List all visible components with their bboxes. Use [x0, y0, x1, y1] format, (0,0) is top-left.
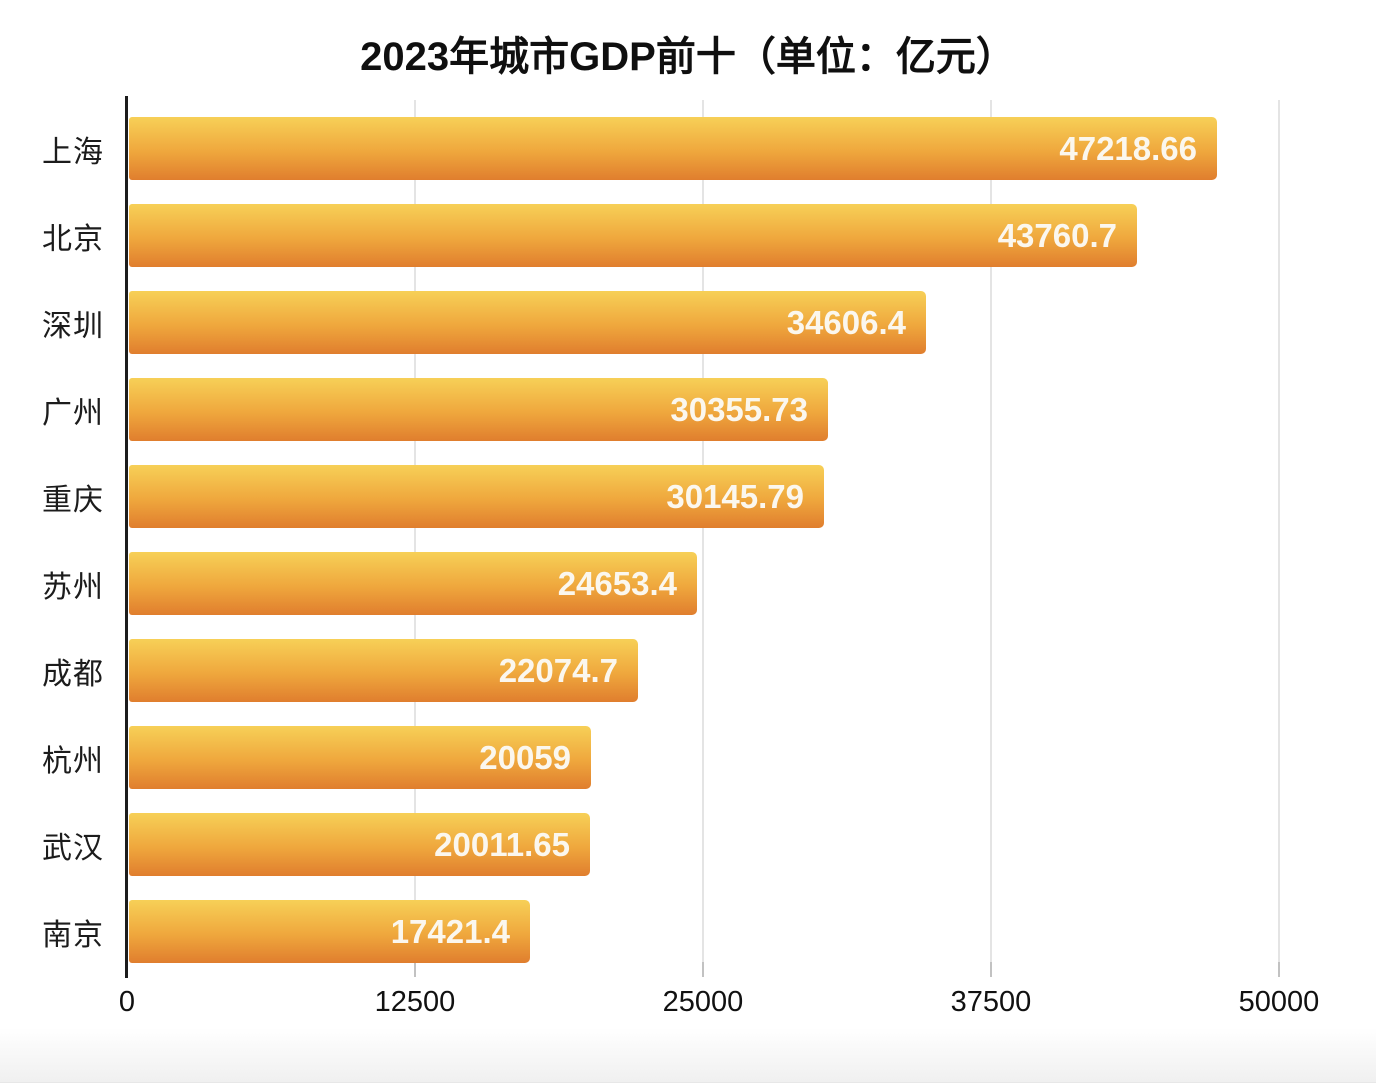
bar-value-label: 34606.4: [786, 303, 906, 341]
x-tick-label: 50000: [1238, 986, 1320, 1018]
bar-value-label: 47218.66: [1059, 129, 1197, 167]
bar-value-label: 43760.7: [997, 216, 1117, 254]
bar-南京: 17421.4: [129, 900, 530, 963]
bar-成都: 22074.7: [129, 639, 638, 702]
bar-row-重庆: 重庆 30145.79: [0, 465, 1376, 528]
bar-row-武汉: 武汉 20011.65: [0, 813, 1376, 876]
axis-tick-x-25000: [702, 962, 704, 977]
bar-value-label: 30145.79: [666, 477, 804, 515]
bar-value-label: 30355.73: [670, 390, 808, 428]
bar-value-label: 22074.7: [498, 651, 618, 689]
bar-value-label: 17421.4: [390, 912, 510, 950]
x-tick-label: 37500: [950, 986, 1032, 1018]
bar-row-北京: 北京 43760.7: [0, 204, 1376, 267]
category-label: 北京: [42, 222, 104, 256]
bar-row-南京: 南京 17421.4: [0, 900, 1376, 963]
bar-row-苏州: 苏州 24653.4: [0, 552, 1376, 615]
bar-value-label: 20059: [479, 738, 571, 776]
bar-value-label: 24653.4: [557, 564, 677, 602]
category-label: 杭州: [42, 744, 104, 778]
gridline-x-12500: [414, 100, 416, 962]
category-label: 武汉: [42, 831, 104, 865]
y-axis-line: [125, 96, 128, 978]
gridline-x-25000: [702, 100, 704, 962]
chart-title: 2023年城市GDP前十（单位：亿元）: [360, 35, 1016, 79]
x-tick-label: 25000: [662, 986, 744, 1018]
axis-tick-x-37500: [990, 962, 992, 977]
axis-tick-x-12500: [414, 962, 416, 977]
category-label: 广州: [42, 396, 104, 430]
x-tick-label: 0: [118, 986, 136, 1018]
category-label: 重庆: [42, 483, 104, 517]
gridline-x-37500: [990, 100, 992, 962]
bar-row-广州: 广州 30355.73: [0, 378, 1376, 441]
bar-北京: 43760.7: [129, 204, 1137, 267]
bar-杭州: 20059: [129, 726, 591, 789]
bar-武汉: 20011.65: [129, 813, 590, 876]
bar-row-上海: 上海 47218.66: [0, 117, 1376, 180]
gridline-x-50000: [1278, 100, 1280, 962]
bar-重庆: 30145.79: [129, 465, 824, 528]
bar-深圳: 34606.4: [129, 291, 926, 354]
bar-row-杭州: 杭州 20059: [0, 726, 1376, 789]
x-tick-label: 12500: [374, 986, 456, 1018]
bar-上海: 47218.66: [129, 117, 1217, 180]
bar-苏州: 24653.4: [129, 552, 697, 615]
bar-row-深圳: 深圳 34606.4: [0, 291, 1376, 354]
category-label: 深圳: [42, 309, 104, 343]
category-label: 上海: [42, 135, 104, 169]
category-label: 成都: [42, 657, 104, 691]
bar-value-label: 20011.65: [434, 825, 570, 863]
axis-tick-x-50000: [1278, 962, 1280, 977]
bar-广州: 30355.73: [129, 378, 828, 441]
bar-row-成都: 成都 22074.7: [0, 639, 1376, 702]
category-label: 苏州: [42, 570, 104, 604]
category-label: 南京: [42, 918, 104, 952]
